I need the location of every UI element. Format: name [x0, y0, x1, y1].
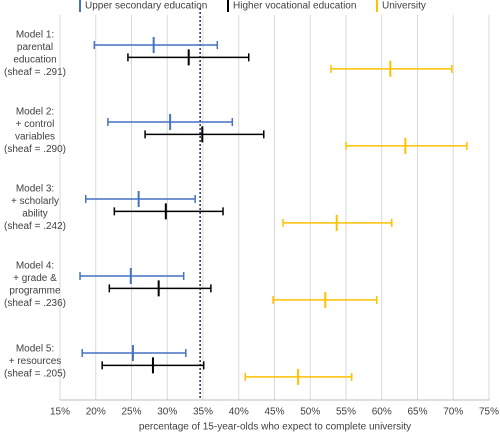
x-tick-label: 70% [443, 407, 463, 418]
y-tick-label: (sheaf = .236) [4, 298, 66, 309]
y-tick-label: + grade & [13, 273, 57, 284]
x-axis-title: percentage of 15-year-olds who expect to… [139, 422, 411, 433]
y-tick-label: Model 5: [16, 344, 54, 355]
y-tick-label: variables [15, 131, 55, 142]
y-tick-label: (sheaf = .205) [4, 369, 66, 380]
y-tick-label: Model 4: [16, 260, 54, 271]
x-tick-label: 35% [193, 407, 213, 418]
x-tick-label: 60% [372, 407, 392, 418]
legend-label: Upper secondary education [85, 1, 207, 12]
y-tick-label: (sheaf = .242) [4, 221, 66, 232]
y-tick-label: education [13, 54, 56, 65]
y-tick-label: Model 2: [16, 106, 54, 117]
y-tick-label: (sheaf = .291) [4, 67, 66, 78]
x-tick-label: 30% [157, 407, 177, 418]
y-tick-label: Model 1: [16, 29, 54, 40]
y-tick-label: + resources [9, 356, 62, 367]
y-tick-label: + control [16, 119, 55, 130]
y-tick-label: parental [17, 42, 53, 53]
x-tick-label: 55% [336, 407, 356, 418]
y-tick-label: (sheaf = .290) [4, 144, 66, 155]
x-tick-label: 45% [264, 407, 284, 418]
x-tick-label: 40% [229, 407, 249, 418]
x-tick-label: 25% [121, 407, 141, 418]
x-tick-label: 15% [50, 407, 70, 418]
x-tick-label: 65% [407, 407, 427, 418]
y-tick-label: + scholarly [11, 196, 59, 207]
legend-label: Higher vocational education [233, 1, 356, 12]
x-tick-label: 50% [300, 407, 320, 418]
x-tick-label: 20% [86, 407, 106, 418]
y-tick-label: programme [9, 285, 61, 296]
y-tick-label: ability [22, 208, 48, 219]
y-tick-label: Model 3: [16, 183, 54, 194]
legend-label: University [382, 1, 426, 12]
x-tick-label: 75% [479, 407, 499, 418]
